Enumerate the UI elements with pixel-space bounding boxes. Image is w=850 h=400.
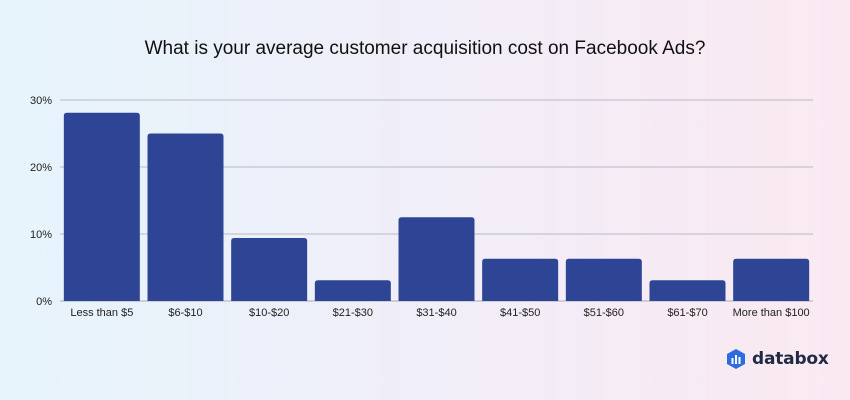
brand-name: databox	[752, 349, 829, 369]
bar	[733, 258, 810, 301]
chart-title: What is your average customer acquisitio…	[144, 38, 706, 59]
x-tick-label: $51-$60	[584, 307, 624, 319]
bar	[565, 258, 642, 301]
x-tick-label: $10-$20	[249, 307, 289, 319]
x-tick-label: Less than $5	[70, 307, 133, 319]
bar	[398, 217, 475, 301]
x-tick-label: More than $100	[733, 307, 810, 319]
bar	[63, 112, 140, 301]
databox-logo-icon	[727, 349, 745, 369]
x-tick-label: $41-$50	[500, 307, 540, 319]
y-tick-label: 30%	[30, 95, 52, 107]
bar	[231, 238, 308, 301]
bar	[649, 280, 726, 301]
y-tick-label: 0%	[36, 296, 52, 308]
bar	[482, 258, 559, 301]
x-tick-label: $31-$40	[416, 307, 456, 319]
brand-logo: databox	[726, 348, 829, 370]
bar	[147, 133, 224, 301]
x-tick-label: $61-$70	[667, 307, 707, 319]
y-tick-label: 20%	[30, 162, 52, 174]
bar	[314, 280, 391, 301]
y-tick-label: 10%	[30, 229, 52, 241]
x-tick-label: $21-$30	[333, 307, 373, 319]
x-tick-label: $6-$10	[168, 307, 202, 319]
